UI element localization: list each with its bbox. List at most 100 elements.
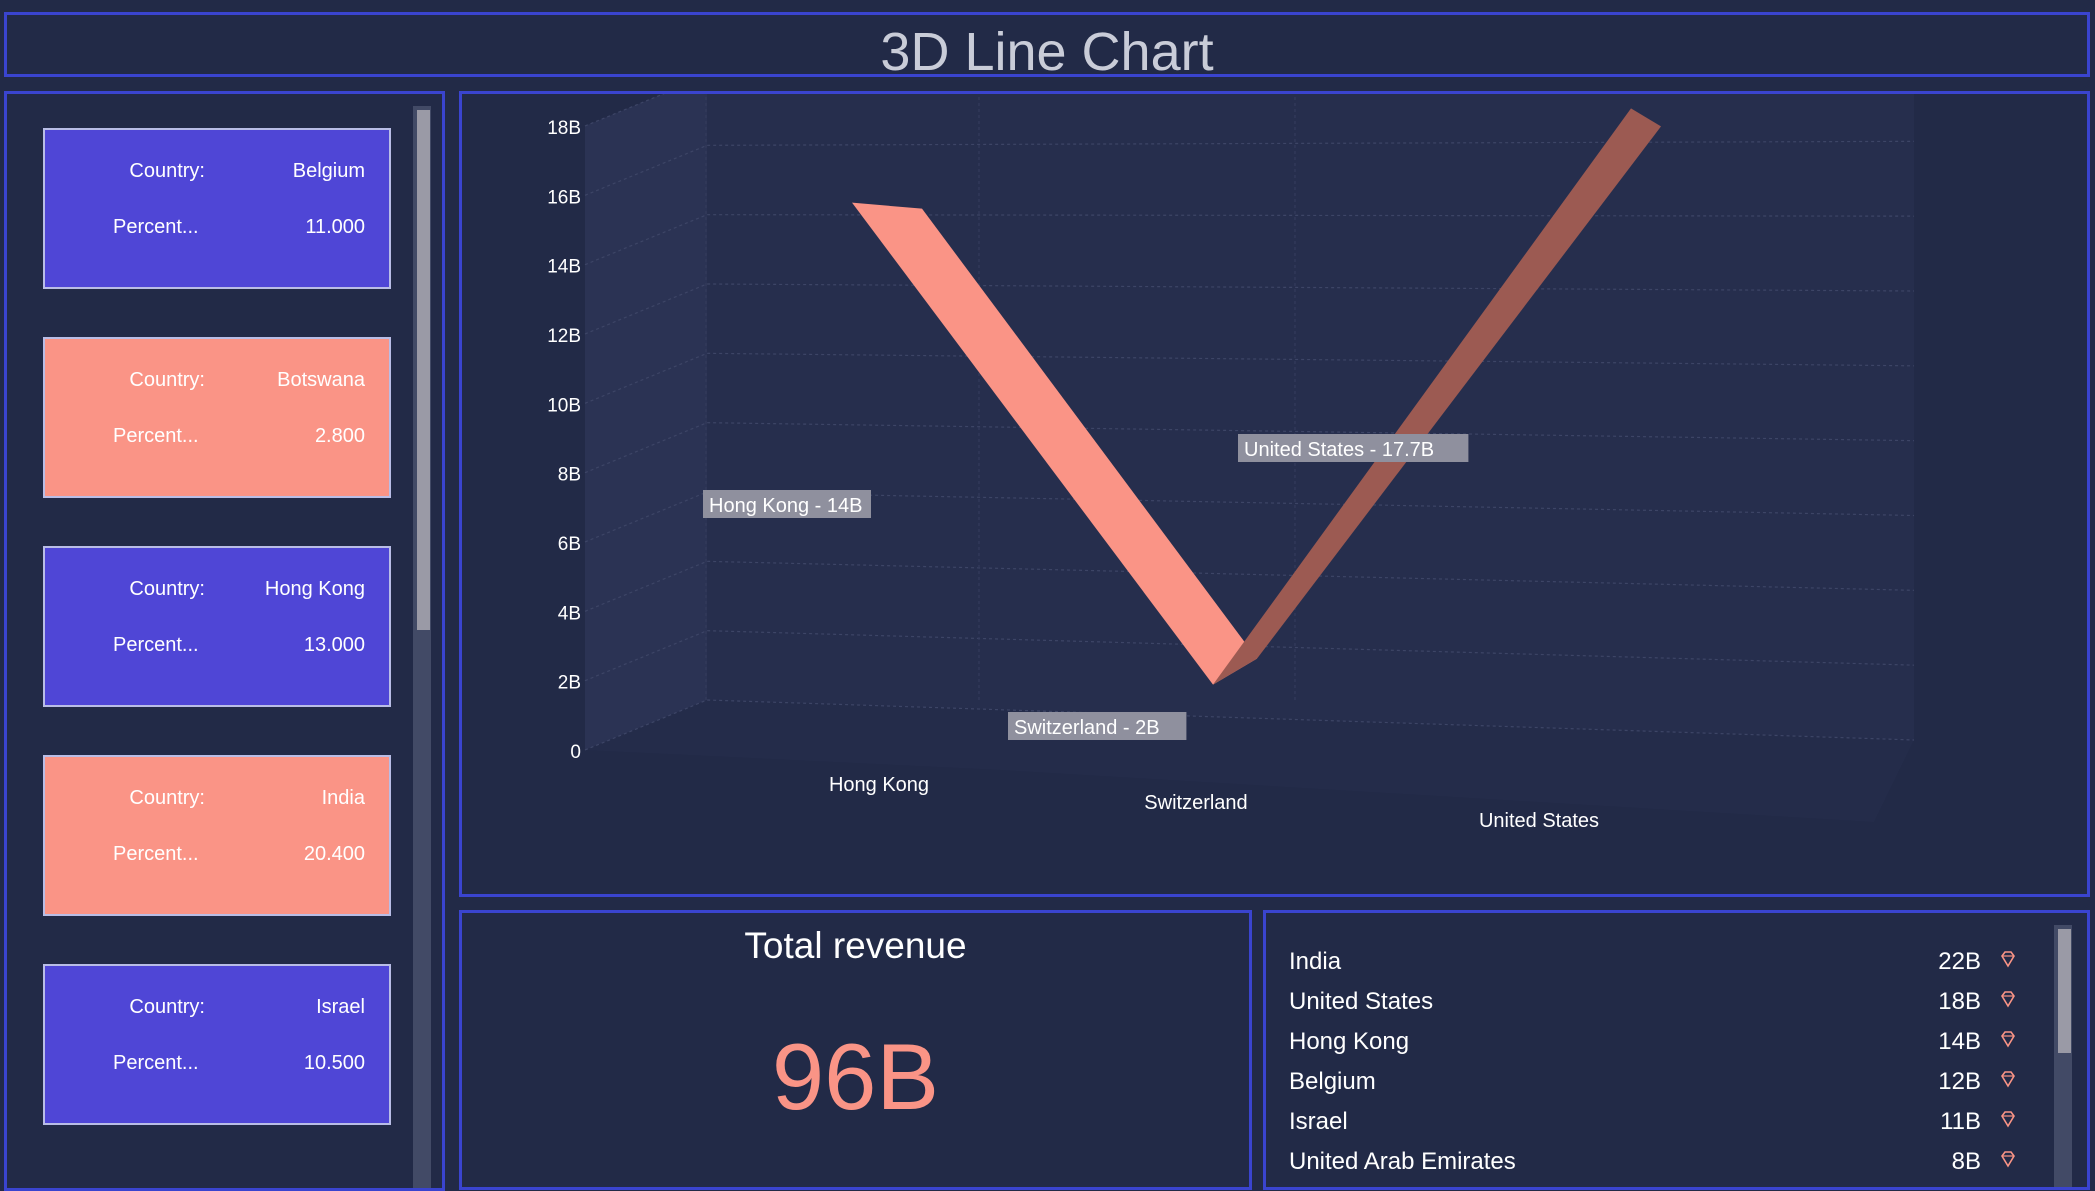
kpi-title: Total revenue	[744, 925, 967, 966]
card-percent-label: Percent...	[113, 216, 199, 238]
y-tick-label: 10B	[547, 395, 581, 416]
card-percent-label: Percent...	[113, 634, 199, 656]
y-gridline	[584, 560, 1915, 612]
y-gridline	[584, 140, 1915, 196]
card-percent-label: Percent...	[113, 843, 199, 865]
line-segment-hong-kong-switzerland	[852, 202, 1257, 685]
card-country-row: Country: India	[65, 787, 365, 817]
card-country-row: Country: Israel	[65, 996, 365, 1026]
y-tick-label: 4B	[558, 603, 581, 624]
y-tick-label: 16B	[547, 187, 581, 208]
card-percent-value: 13.000	[303, 634, 365, 656]
list-item-name: Hong Kong	[1289, 1028, 1410, 1055]
list-item-name: Belgium	[1289, 1068, 1376, 1095]
list-item[interactable]: United Arab Emirates 8B	[1289, 1148, 2029, 1187]
card-percent-label: Percent...	[113, 1052, 199, 1074]
card-percent-value: 11.000	[305, 216, 365, 238]
data-label-background	[1238, 434, 1469, 462]
total-revenue-panel: Total revenue 96B	[459, 910, 1252, 1190]
y-gridline	[584, 94, 665, 127]
y-gridline	[584, 630, 1915, 682]
3d-line-chart: 0 2B 4B 6B 8B 10B 12B 14B 16B 18B Hong Kong - 14B S…	[547, 94, 1915, 832]
list-scrollbar-thumb[interactable]	[2058, 929, 2071, 1053]
diamond-icon	[2001, 1151, 2015, 1168]
data-label: Hong Kong - 14B	[709, 495, 862, 517]
page-title: 3D Line Chart	[880, 22, 1214, 77]
kpi-value: 96B	[771, 1024, 940, 1129]
card-country-label: Country:	[129, 787, 205, 809]
list-item[interactable]: Hong Kong 14B	[1289, 1028, 2029, 1068]
x-tick-label: Switzerland	[1144, 792, 1247, 814]
country-card[interactable]: Country: India Percent... 20.400	[43, 755, 391, 916]
card-country-value: Belgium	[292, 160, 365, 182]
data-label: United States - 17.7B	[1244, 439, 1434, 461]
y-tick-label: 8B	[558, 465, 581, 486]
diamond-icon	[2001, 1031, 2015, 1048]
list-item-value: 11B	[1940, 1108, 1981, 1135]
card-country-label: Country:	[129, 369, 205, 391]
country-cards-panel: Country: Belgium Percent... 11.000 Country: B…	[4, 91, 445, 1191]
y-tick-label: 2B	[558, 673, 581, 694]
country-card[interactable]: Country: Belgium Percent... 11.000	[43, 128, 391, 289]
card-country-label: Country:	[129, 996, 205, 1018]
list-item[interactable]: United States 18B	[1289, 988, 2029, 1028]
card-percent-row: Percent... 2.800	[65, 425, 365, 455]
line-segment-switzerland-united-states	[1213, 108, 1661, 685]
card-country-value: India	[321, 787, 365, 809]
card-percent-value: 10.500	[303, 1052, 365, 1074]
list-item[interactable]: Israel 11B	[1289, 1108, 2029, 1148]
diamond-icon	[2001, 1111, 2015, 1128]
y-gridline	[584, 699, 1915, 751]
list-item-name: United Arab Emirates	[1289, 1148, 1516, 1175]
country-card[interactable]: Country: Botswana Percent... 2.800	[43, 337, 391, 498]
list-item-value: 22B	[1938, 948, 1981, 975]
chart-panel: 0 2B 4B 6B 8B 10B 12B 14B 16B 18B Hong Kong - 14B S…	[459, 91, 2090, 897]
y-tick-label: 0	[570, 742, 581, 763]
data-label: Switzerland - 2B	[1014, 717, 1160, 739]
list-item-value: 14B	[1938, 1028, 1981, 1055]
title-panel: 3D Line Chart	[4, 12, 2090, 77]
chart-floor	[585, 700, 1914, 822]
card-percent-row: Percent... 10.500	[65, 1052, 365, 1082]
list-item-value: 12B	[1938, 1068, 1981, 1095]
y-tick-label: 14B	[547, 257, 581, 278]
revenue-list-panel: India 22B United States 18B Hong Kong 14B Belg…	[1263, 910, 2090, 1190]
country-card[interactable]: Country: Israel Percent... 10.500	[43, 964, 391, 1125]
y-tick-label: 12B	[547, 326, 581, 347]
y-gridline	[584, 214, 1915, 266]
x-tick-label: United States	[1479, 810, 1599, 832]
cards-scrollbar-thumb[interactable]	[417, 110, 430, 630]
diamond-icon	[2001, 991, 2015, 1008]
card-percent-row: Percent... 13.000	[65, 634, 365, 664]
data-label-background	[703, 490, 871, 518]
card-percent-row: Percent... 11.000	[65, 216, 365, 246]
card-country-value: Israel	[316, 996, 365, 1018]
card-percent-row: Percent... 20.400	[65, 843, 365, 873]
country-card[interactable]: Country: Hong Kong Percent... 13.000	[43, 546, 391, 707]
chart-side-wall	[585, 94, 707, 750]
y-gridline	[584, 352, 1915, 404]
list-item-name: United States	[1289, 988, 1434, 1015]
list-item[interactable]: Belgium 12B	[1289, 1068, 2029, 1108]
list-item-value: 8B	[1951, 1148, 1981, 1175]
card-country-row: Country: Hong Kong	[65, 578, 365, 608]
diamond-icon	[2001, 951, 2015, 968]
diamond-icon	[2001, 1071, 2015, 1088]
card-country-row: Country: Belgium	[65, 160, 365, 190]
y-tick-label: 6B	[558, 534, 581, 555]
card-percent-value: 20.400	[303, 843, 365, 865]
list-item-value: 18B	[1938, 988, 1981, 1015]
card-country-value: Hong Kong	[264, 578, 365, 600]
data-label-background	[1008, 712, 1187, 740]
list-item[interactable]: India 22B	[1289, 948, 2029, 988]
y-gridline	[584, 491, 1915, 543]
card-percent-value: 2.800	[314, 425, 365, 447]
y-gridline	[584, 422, 1915, 474]
y-tick-label: 18B	[547, 118, 581, 139]
card-country-label: Country:	[129, 160, 205, 182]
chart-back-wall	[707, 94, 1914, 740]
list-item-name: Israel	[1289, 1108, 1348, 1135]
card-percent-label: Percent...	[113, 425, 199, 447]
card-country-label: Country:	[129, 578, 205, 600]
x-tick-label: Hong Kong	[829, 774, 929, 796]
